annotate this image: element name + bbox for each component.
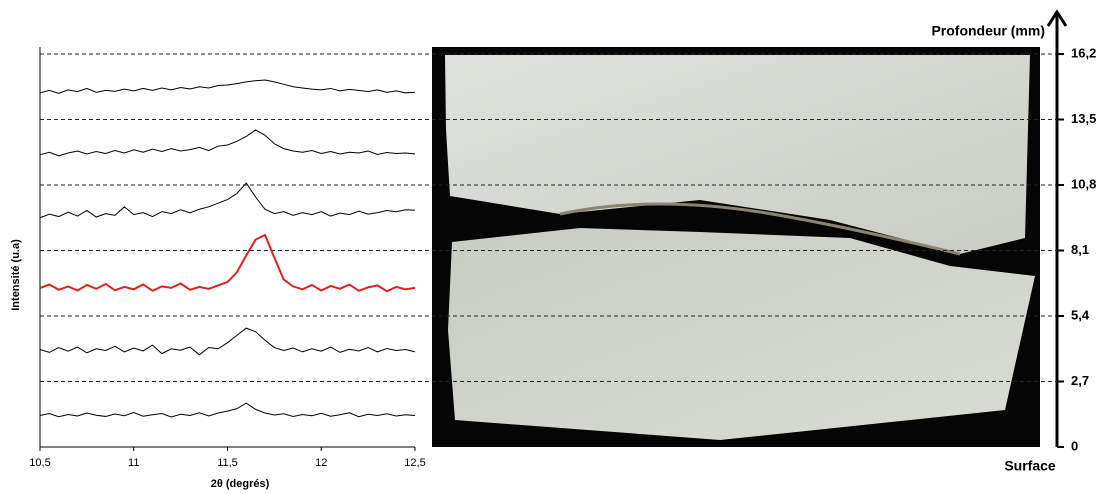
x-tick-label: 10,5 [29, 457, 50, 469]
sample-photo [432, 47, 1040, 447]
depth-arrow [1046, 9, 1068, 27]
crack-edge [559, 202, 961, 256]
x-tick-label: 12,5 [404, 457, 425, 469]
x-tick-label: 11,5 [217, 457, 238, 469]
y-tick-label: 0 [1071, 438, 1078, 453]
xrd-trace [39, 79, 416, 94]
xrd-trace [39, 233, 416, 293]
x-axis-label: 2θ (degrés) [211, 478, 270, 490]
y-axis-label: Intensité (u.a) [10, 239, 22, 311]
y-tick-label: 8,1 [1071, 242, 1089, 257]
y-tick-label: 5,4 [1071, 307, 1090, 322]
x-tick-label: 11 [128, 457, 139, 469]
y-tick-label: 2,7 [1071, 373, 1089, 388]
xrd-trace [39, 327, 416, 356]
xrd-trace [39, 402, 416, 418]
depth-axis-title: Profondeur (mm) [931, 23, 1045, 39]
y-tick-label: 16,2 [1071, 45, 1096, 60]
surface-label: Surface [1004, 458, 1056, 474]
lower-slab [448, 228, 1035, 440]
upper-slab [445, 55, 1030, 254]
xrd-trace [39, 129, 416, 157]
y-tick-label: 10,8 [1071, 176, 1096, 191]
xrd-trace [39, 182, 416, 219]
y-tick-label: 13,5 [1071, 111, 1096, 126]
x-tick-label: 12 [315, 457, 327, 469]
